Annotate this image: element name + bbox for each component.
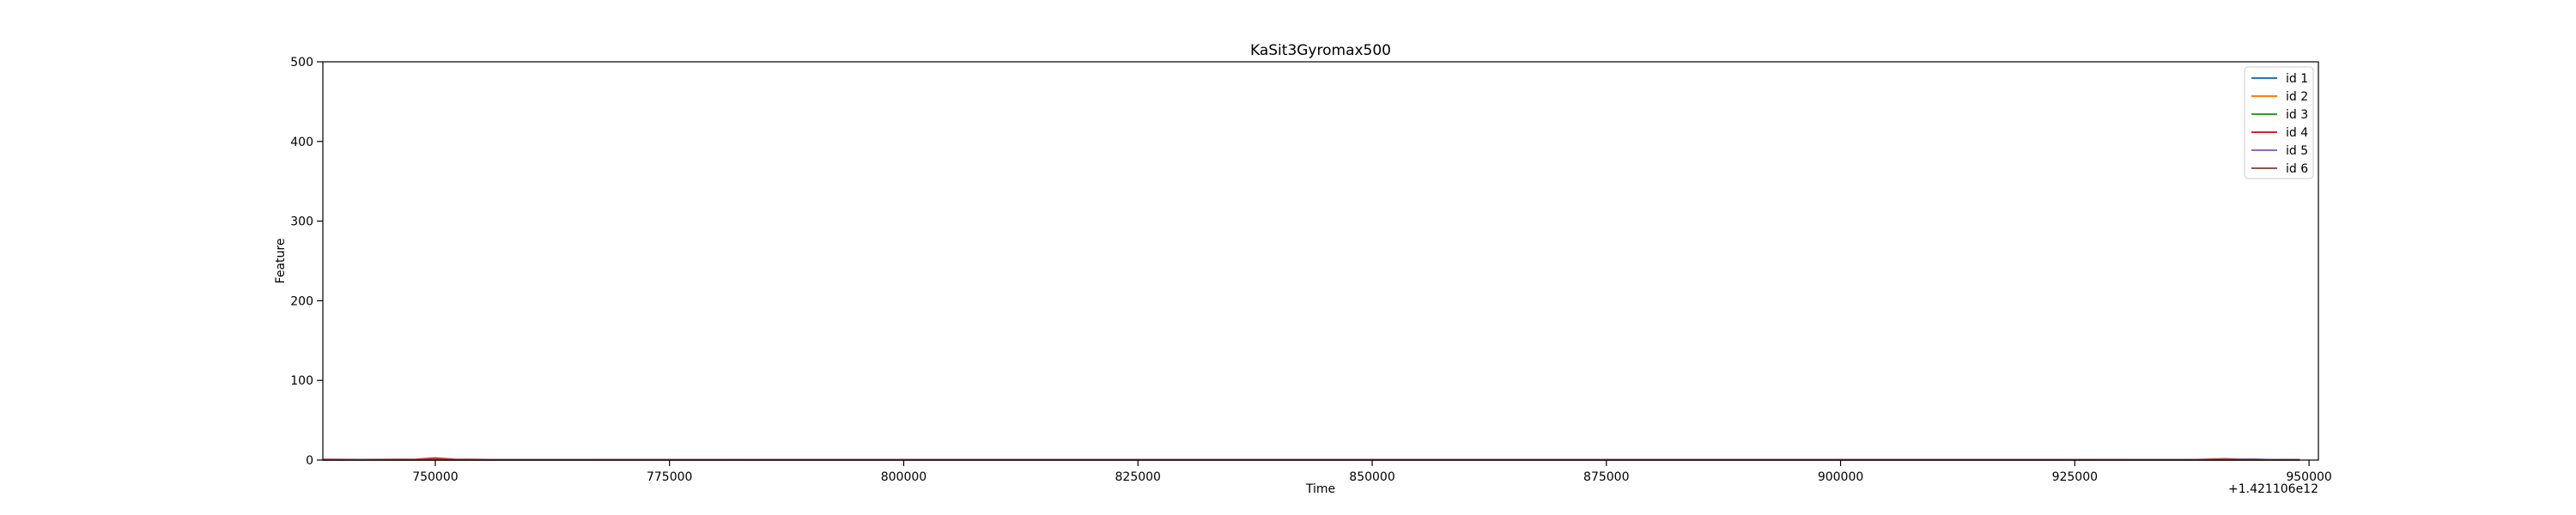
x-axis-offset-label: +1.421106e12 [2228, 482, 2318, 496]
x-tick-label: 800000 [881, 470, 927, 484]
y-tick-label: 400 [290, 136, 313, 149]
x-tick-label: 850000 [1349, 470, 1394, 484]
y-tick-label: 100 [290, 374, 313, 388]
x-tick-label: 775000 [647, 470, 692, 484]
y-tick-label: 200 [290, 294, 313, 308]
x-tick-label: 925000 [2052, 470, 2098, 484]
legend-label-5: id 5 [2286, 144, 2308, 158]
legend-label-4: id 4 [2286, 126, 2308, 140]
x-tick-label: 900000 [1818, 470, 1863, 484]
legend-label-1: id 1 [2286, 72, 2308, 86]
x-axis-ticks: 750000 775000 800000 825000 850000 875000 9000… [412, 460, 2332, 484]
y-tick-label: 0 [306, 454, 313, 468]
x-tick-label: 875000 [1583, 470, 1629, 484]
y-tick-label: 300 [290, 215, 313, 229]
chart-title: KaSit3Gyromax500 [1250, 42, 1391, 59]
x-axis-label: Time [1305, 482, 1335, 496]
legend-label-3: id 3 [2286, 108, 2308, 122]
plot-frame [322, 61, 2319, 461]
legend: id 1 id 2 id 3 id 4 id 5 id 6 [2244, 66, 2314, 179]
y-tick-label: 500 [290, 56, 313, 70]
y-axis-label: Feature [274, 239, 288, 284]
y-axis-ticks: 0 100 200 300 400 500 [290, 56, 323, 468]
x-tick-label: 825000 [1115, 470, 1161, 484]
x-tick-label: 750000 [412, 470, 458, 484]
legend-label-2: id 2 [2286, 90, 2308, 104]
x-tick-label: 950000 [2286, 470, 2331, 484]
legend-label-6: id 6 [2286, 162, 2308, 176]
